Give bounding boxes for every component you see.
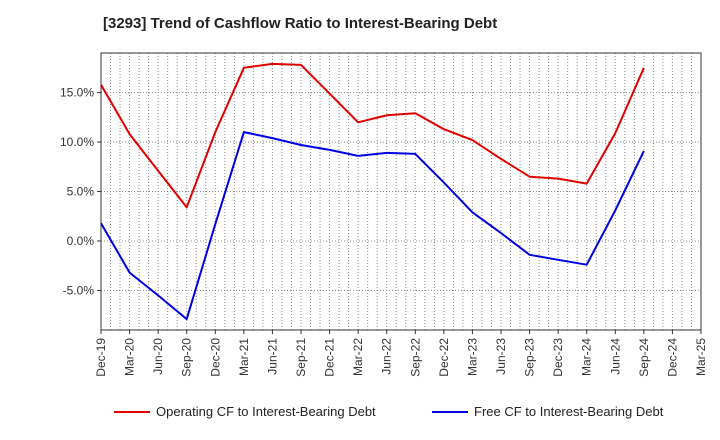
x-tick-label: Mar-21 [237, 338, 251, 376]
x-tick-label: Dec-21 [323, 338, 337, 377]
legend-label-operating-cf: Operating CF to Interest-Bearing Debt [156, 404, 376, 419]
x-tick-label: Mar-24 [580, 338, 594, 376]
series-line-1 [100, 131, 645, 321]
x-tick-label: Jun-22 [380, 338, 394, 375]
x-tick-label: Jun-20 [151, 338, 165, 375]
x-tick-label: Dec-20 [208, 338, 222, 377]
x-tick-label: Sep-23 [523, 338, 537, 377]
x-tick-label: Sep-22 [408, 338, 422, 377]
legend-label-free-cf: Free CF to Interest-Bearing Debt [474, 404, 664, 419]
x-tick-label: Sep-21 [294, 338, 308, 377]
series-line-0 [100, 62, 645, 209]
legend-item-free-cf: Free CF to Interest-Bearing Debt [432, 404, 663, 419]
legend-swatch-operating-cf [114, 410, 150, 413]
y-tick-label: 15.0% [60, 86, 94, 100]
x-tick-label: Dec-23 [551, 338, 565, 377]
y-tick-label: 0.0% [67, 234, 95, 248]
x-tick-label: Dec-24 [665, 338, 679, 377]
x-tick-label: Dec-19 [94, 338, 108, 377]
x-tick-label: Jun-21 [265, 338, 279, 375]
chart-legend: Operating CF to Interest-Bearing Debt Fr… [0, 404, 720, 426]
chart-title: [3293] Trend of Cashflow Ratio to Intere… [103, 15, 498, 32]
x-tick-label: Mar-23 [465, 338, 479, 376]
x-tick-label: Sep-20 [180, 338, 194, 377]
x-tick-label: Mar-25 [694, 338, 708, 376]
x-tick-label: Mar-20 [123, 338, 137, 376]
legend-item-operating-cf: Operating CF to Interest-Bearing Debt [114, 404, 376, 419]
legend-swatch-free-cf [432, 410, 468, 413]
y-tick-label: 5.0% [67, 185, 95, 199]
x-tick-label: Sep-24 [637, 338, 651, 377]
x-tick-label: Mar-22 [351, 338, 365, 376]
y-tick-label: -5.0% [63, 283, 95, 297]
x-tick-label: Dec-22 [437, 338, 451, 377]
x-tick-label: Jun-23 [494, 338, 508, 375]
y-tick-label: 10.0% [60, 135, 94, 149]
x-tick-label: Jun-24 [608, 338, 622, 375]
